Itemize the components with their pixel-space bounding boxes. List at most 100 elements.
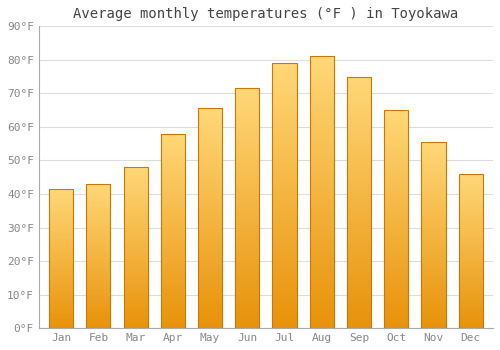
Bar bbox=[160, 267, 185, 270]
Bar bbox=[310, 63, 334, 66]
Bar bbox=[422, 307, 446, 310]
Bar bbox=[422, 177, 446, 179]
Bar bbox=[384, 129, 408, 132]
Bar bbox=[160, 214, 185, 216]
Bar bbox=[49, 276, 73, 278]
Bar bbox=[347, 228, 371, 231]
Bar bbox=[310, 213, 334, 216]
Bar bbox=[384, 241, 408, 244]
Bar bbox=[124, 240, 148, 242]
Bar bbox=[235, 154, 260, 157]
Bar bbox=[86, 269, 110, 271]
Bar bbox=[49, 198, 73, 199]
Bar bbox=[198, 314, 222, 317]
Bar bbox=[198, 235, 222, 238]
Bar bbox=[235, 118, 260, 121]
Bar bbox=[49, 245, 73, 246]
Bar bbox=[235, 262, 260, 265]
Bar bbox=[49, 227, 73, 229]
Bar bbox=[124, 211, 148, 214]
Bar bbox=[86, 222, 110, 224]
Bar bbox=[235, 97, 260, 100]
Bar bbox=[235, 151, 260, 154]
Bar bbox=[272, 262, 296, 265]
Bar bbox=[198, 207, 222, 210]
Bar bbox=[49, 295, 73, 297]
Bar bbox=[310, 308, 334, 311]
Bar bbox=[272, 176, 296, 179]
Bar bbox=[347, 316, 371, 319]
Bar bbox=[422, 189, 446, 191]
Bar bbox=[86, 198, 110, 200]
Bar bbox=[198, 290, 222, 293]
Bar bbox=[310, 74, 334, 77]
Bar bbox=[347, 130, 371, 133]
Bar bbox=[384, 295, 408, 298]
Bar bbox=[235, 166, 260, 169]
Bar bbox=[160, 221, 185, 224]
Bar bbox=[198, 210, 222, 213]
Bar bbox=[310, 56, 334, 328]
Bar bbox=[160, 245, 185, 248]
Bar bbox=[310, 162, 334, 165]
Bar bbox=[160, 292, 185, 294]
Bar bbox=[160, 197, 185, 199]
Bar bbox=[347, 265, 371, 268]
Bar bbox=[347, 121, 371, 124]
Bar bbox=[160, 160, 185, 163]
Bar bbox=[384, 323, 408, 326]
Bar bbox=[310, 250, 334, 253]
Bar bbox=[272, 182, 296, 186]
Bar bbox=[86, 233, 110, 234]
Bar bbox=[422, 226, 446, 228]
Bar bbox=[86, 307, 110, 308]
Bar bbox=[86, 227, 110, 229]
Bar bbox=[198, 155, 222, 158]
Bar bbox=[310, 189, 334, 192]
Bar bbox=[124, 276, 148, 278]
Bar bbox=[310, 77, 334, 80]
Bar bbox=[347, 143, 371, 146]
Bar bbox=[422, 182, 446, 184]
Bar bbox=[347, 77, 371, 80]
Bar bbox=[384, 162, 408, 164]
Bar bbox=[49, 293, 73, 295]
Bar bbox=[310, 158, 334, 162]
Bar bbox=[160, 260, 185, 262]
Bar bbox=[49, 234, 73, 236]
Bar bbox=[458, 262, 483, 265]
Bar bbox=[124, 272, 148, 274]
Bar bbox=[198, 202, 222, 205]
Bar bbox=[422, 151, 446, 154]
Bar bbox=[49, 259, 73, 260]
Bar bbox=[160, 285, 185, 287]
Bar bbox=[49, 297, 73, 299]
Bar bbox=[347, 205, 371, 209]
Bar bbox=[347, 187, 371, 190]
Bar bbox=[235, 160, 260, 163]
Bar bbox=[86, 324, 110, 327]
Bar bbox=[235, 280, 260, 283]
Bar bbox=[86, 285, 110, 287]
Bar bbox=[49, 241, 73, 243]
Bar bbox=[198, 326, 222, 328]
Bar bbox=[310, 304, 334, 308]
Bar bbox=[422, 321, 446, 323]
Bar bbox=[384, 320, 408, 323]
Bar bbox=[49, 189, 73, 191]
Bar bbox=[235, 193, 260, 196]
Bar bbox=[422, 212, 446, 214]
Bar bbox=[384, 317, 408, 320]
Bar bbox=[235, 88, 260, 91]
Bar bbox=[422, 326, 446, 328]
Bar bbox=[384, 285, 408, 287]
Bar bbox=[160, 192, 185, 195]
Bar bbox=[347, 278, 371, 281]
Bar bbox=[86, 193, 110, 195]
Bar bbox=[235, 265, 260, 268]
Bar bbox=[124, 314, 148, 316]
Bar bbox=[458, 234, 483, 236]
Bar bbox=[235, 292, 260, 295]
Bar bbox=[272, 199, 296, 202]
Bar bbox=[347, 127, 371, 130]
